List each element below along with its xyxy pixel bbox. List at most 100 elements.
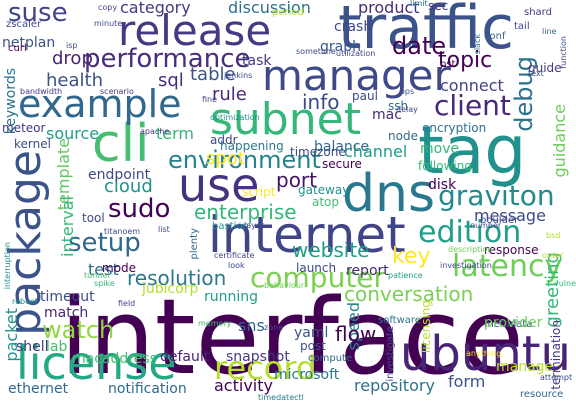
word-conf: conf <box>484 32 505 42</box>
word-interval: interval <box>60 196 76 257</box>
word-info: info <box>302 92 340 112</box>
word-timezone: timezone <box>290 146 346 158</box>
word-certificate: certificate <box>214 252 254 260</box>
word-guidance: guidance <box>552 104 568 177</box>
word-bandwidth: bandwidth <box>20 88 62 96</box>
word-running: running <box>204 290 258 304</box>
word-spike: spike <box>94 280 115 288</box>
word-resource: resource <box>520 390 563 400</box>
word-timeout: timeout <box>40 290 95 304</box>
word-sudo: sudo <box>108 196 170 222</box>
word-delay: delay <box>396 106 418 114</box>
word-yaml: yaml <box>294 326 328 340</box>
word-function: function <box>560 36 568 69</box>
word-happening: happening <box>220 140 284 152</box>
word-minute: minute <box>94 20 122 28</box>
word-client: client <box>434 92 511 120</box>
word-key: key <box>392 246 431 268</box>
word-memory: memory <box>198 320 231 328</box>
word-tail: tail <box>514 22 530 32</box>
word-website: website <box>292 240 369 260</box>
word-software: software <box>378 316 421 326</box>
word-sec: sec <box>428 0 448 12</box>
word-kernel: kernel <box>14 138 51 150</box>
word-look: look <box>228 262 245 270</box>
word-copy: copy <box>98 4 117 12</box>
word-interruption: interruption <box>4 242 12 289</box>
word-provider: provider <box>484 316 542 330</box>
word-manage: manage <box>496 360 553 374</box>
word-layer: layer <box>244 222 264 230</box>
word-following: following <box>418 160 472 172</box>
word-crash: crash <box>334 20 372 34</box>
word-move: move <box>420 142 459 156</box>
word-connect: connect <box>440 78 504 94</box>
word-anything: anything <box>466 350 501 358</box>
word-utilization: utilization <box>336 50 375 58</box>
word-titanoem: titanoem <box>104 228 140 236</box>
word-greeting: greeting <box>544 252 562 327</box>
word-launch: launch <box>296 262 336 274</box>
word-pst: pst <box>440 60 455 70</box>
word-sql: sql <box>158 72 184 90</box>
word-description: description <box>448 246 492 254</box>
word-optimization: optimization <box>210 114 260 122</box>
word-licensing: licensing <box>420 300 432 353</box>
word-script: script <box>242 186 275 198</box>
word-secure: secure <box>322 158 362 170</box>
word-shard: shard <box>524 8 552 18</box>
word-behaviour: behaviour <box>264 282 304 290</box>
word-order: order <box>542 252 563 260</box>
word-drop: drop <box>52 50 93 68</box>
word-node: node <box>388 130 418 142</box>
word-attempt: attempt <box>540 374 572 382</box>
word-limit: limit <box>410 0 428 8</box>
word-enterprise: enterprise <box>194 202 297 222</box>
word-flow: flow <box>335 324 376 344</box>
word-investigate: investigate <box>386 326 396 382</box>
word-paul: paul <box>352 90 378 102</box>
word-meteor: meteor <box>2 122 45 134</box>
word-category: category <box>120 0 191 16</box>
word-task: task <box>242 54 271 68</box>
word-report: report <box>346 264 389 278</box>
word-lab: lab <box>46 340 67 354</box>
word-field: field <box>118 300 135 308</box>
word-vulnerability: vulnerability <box>554 280 576 288</box>
word-shell: shell <box>16 340 49 354</box>
word-bsd: bsd <box>546 232 560 240</box>
word-compute: compute <box>308 354 352 364</box>
word-ops: ops <box>400 88 414 96</box>
word-encryption: encryption <box>422 122 486 134</box>
word-jenkins: jenkins <box>224 72 252 80</box>
word-plenty: plenty <box>190 228 200 259</box>
word-fine: fine <box>202 96 217 104</box>
word-disk: disk <box>428 178 456 192</box>
word-jubicorp: jubicorp <box>142 282 198 296</box>
word-text: text <box>528 70 544 78</box>
word-notification: notification <box>108 382 187 396</box>
word-default: default <box>160 350 209 364</box>
word-post: post <box>300 340 326 352</box>
word-investigation: investigation <box>440 262 492 270</box>
word-apache: apache <box>140 128 169 136</box>
word-period: period <box>272 8 304 18</box>
word-conversation: conversation <box>344 284 473 304</box>
word-patience: patience <box>388 272 423 280</box>
word-list: list <box>158 226 170 234</box>
word-rule: rule <box>212 86 247 104</box>
word-ethernet: ethernet <box>8 382 68 396</box>
word-zscaler: zscaler <box>6 20 41 30</box>
word-endpoint: endpoint <box>88 168 150 182</box>
word-macaddress: macaddress <box>72 352 157 366</box>
word-zone: zone <box>264 324 283 332</box>
word-reboot: reboot <box>12 298 38 306</box>
word-match: match <box>44 306 88 320</box>
word-scenario: scenario <box>100 88 134 96</box>
word-timedatectl: timedatectl <box>258 394 304 402</box>
word-form: form <box>448 374 485 390</box>
word-snapshot: snapshot <box>226 350 290 364</box>
word-slack: slack <box>474 34 482 54</box>
word-isp: isp <box>66 42 77 50</box>
